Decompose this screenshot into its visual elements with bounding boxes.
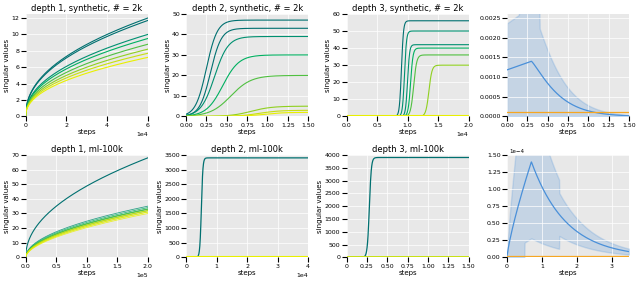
X-axis label: steps: steps	[559, 270, 577, 276]
Title: depth 3, ml-100k: depth 3, ml-100k	[372, 145, 444, 154]
Title: depth 2, ml-100k: depth 2, ml-100k	[211, 145, 283, 154]
X-axis label: steps: steps	[398, 270, 417, 276]
X-axis label: steps: steps	[398, 129, 417, 135]
Y-axis label: singular values: singular values	[317, 180, 323, 233]
X-axis label: steps: steps	[77, 129, 96, 135]
Y-axis label: singular values: singular values	[157, 180, 163, 233]
Title: depth 1, ml-100k: depth 1, ml-100k	[51, 145, 123, 154]
X-axis label: steps: steps	[77, 270, 96, 276]
Title: depth 2, synthetic, # = 2k: depth 2, synthetic, # = 2k	[191, 4, 303, 13]
X-axis label: steps: steps	[238, 129, 257, 135]
X-axis label: steps: steps	[559, 129, 577, 135]
Text: 1e−4: 1e−4	[509, 149, 524, 154]
Y-axis label: singular values: singular values	[164, 39, 171, 92]
Y-axis label: singular values: singular values	[4, 180, 10, 233]
Y-axis label: singular values: singular values	[4, 39, 10, 92]
Title: depth 1, synthetic, # = 2k: depth 1, synthetic, # = 2k	[31, 4, 142, 13]
Y-axis label: singular values: singular values	[325, 39, 331, 92]
Title: depth 3, synthetic, # = 2k: depth 3, synthetic, # = 2k	[352, 4, 463, 13]
X-axis label: steps: steps	[238, 270, 257, 276]
